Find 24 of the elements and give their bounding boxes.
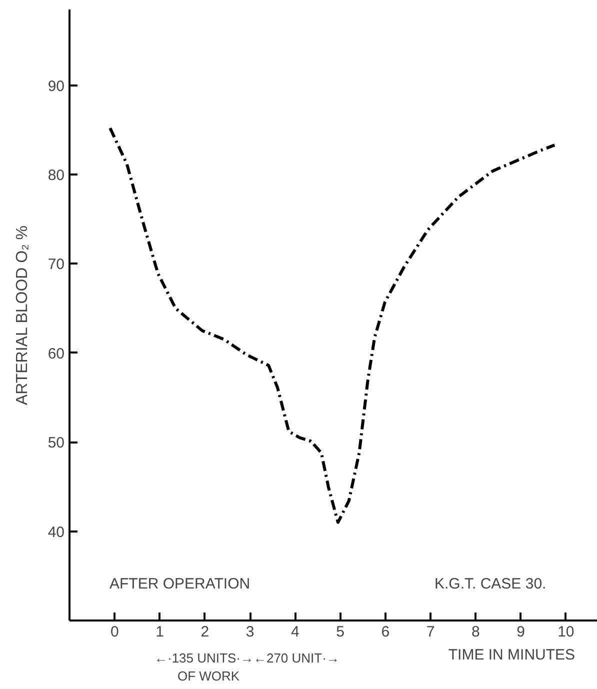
x-tick-label: 6 — [381, 624, 390, 640]
y-tick-label: 70 — [48, 256, 65, 274]
y-tick-label: 90 — [48, 78, 65, 95]
line-series — [108, 126, 556, 524]
x-axis-title: TIME IN MINUTES — [448, 646, 576, 664]
x-tick-label: 3 — [246, 624, 254, 640]
y-axis-title: ARTERIAL BLOOD O₂ % — [14, 226, 31, 406]
x-tick-label: 1 — [156, 624, 164, 640]
x-tick-label: 7 — [426, 624, 435, 640]
y-tick-label: 40 — [48, 524, 65, 541]
annotation: K.G.T. CASE 30. — [434, 576, 546, 592]
x-tick-label: 8 — [471, 624, 480, 640]
x-tick-label: 9 — [516, 624, 525, 640]
y-tick-label: 50 — [48, 434, 65, 452]
x-tick-label: 0 — [110, 624, 119, 640]
x-tick-label: 4 — [290, 624, 300, 640]
annotation: AFTER OPERATION — [110, 576, 250, 592]
x-tick-label: 2 — [200, 624, 210, 640]
x-tick-label: 5 — [336, 624, 344, 640]
y-tick-label: 60 — [48, 345, 65, 362]
x-tick-label: 10 — [558, 624, 574, 640]
text: ←·135 UNITS·→←270 UNIT·→ — [154, 650, 340, 666]
y-tick-label: 80 — [48, 167, 65, 184]
text: OF WORK — [178, 668, 240, 684]
